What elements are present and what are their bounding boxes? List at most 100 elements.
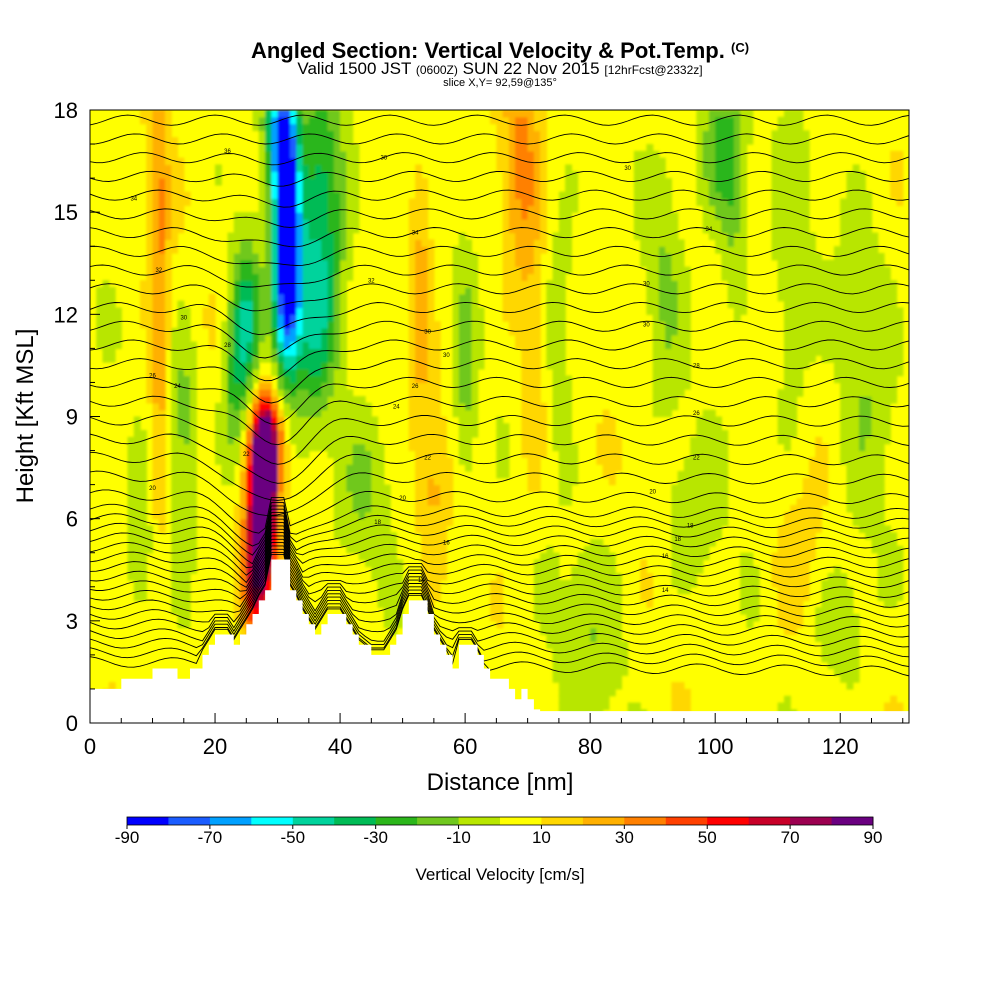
velocity-cell bbox=[171, 464, 197, 472]
velocity-cell bbox=[527, 116, 535, 125]
velocity-cell bbox=[190, 430, 197, 438]
velocity-cell bbox=[227, 266, 235, 275]
velocity-cell bbox=[740, 580, 760, 588]
velocity-cell bbox=[652, 389, 685, 397]
velocity-cell bbox=[333, 532, 397, 540]
velocity-cell bbox=[233, 328, 241, 336]
velocity-cell bbox=[277, 191, 297, 200]
velocity-cell bbox=[302, 171, 310, 179]
velocity-cell bbox=[452, 314, 460, 322]
velocity-cell bbox=[771, 232, 816, 240]
contour-label: 22 bbox=[424, 455, 431, 461]
velocity-cell bbox=[696, 150, 704, 159]
velocity-cell bbox=[465, 287, 472, 295]
velocity-cell bbox=[258, 123, 266, 131]
velocity-cell bbox=[258, 382, 272, 390]
velocity-cell bbox=[296, 321, 304, 329]
velocity-cell bbox=[277, 110, 291, 118]
velocity-cell bbox=[227, 430, 241, 438]
velocity-cell bbox=[246, 552, 254, 561]
velocity-cell bbox=[252, 110, 266, 118]
velocity-cell bbox=[777, 525, 823, 533]
velocity-cell bbox=[408, 219, 429, 227]
velocity-cell bbox=[233, 266, 241, 275]
velocity-cell bbox=[458, 389, 472, 397]
velocity-cell bbox=[233, 580, 241, 588]
colorbar-swatch bbox=[375, 817, 418, 825]
velocity-cell bbox=[890, 184, 904, 193]
velocity-cell bbox=[271, 205, 279, 213]
velocity-cell bbox=[240, 593, 247, 601]
velocity-cell bbox=[558, 491, 572, 499]
velocity-cell bbox=[227, 416, 241, 424]
velocity-cell bbox=[252, 498, 272, 506]
velocity-cell bbox=[715, 246, 748, 254]
velocity-cell bbox=[240, 600, 247, 608]
velocity-cell bbox=[733, 123, 741, 131]
velocity-cell bbox=[152, 137, 166, 145]
velocity-cell bbox=[552, 648, 629, 656]
velocity-cell bbox=[865, 436, 891, 445]
velocity-cell bbox=[540, 171, 547, 179]
velocity-cell bbox=[408, 443, 447, 452]
velocity-cell bbox=[358, 511, 366, 520]
velocity-cell bbox=[221, 348, 229, 356]
velocity-cell bbox=[471, 321, 485, 329]
velocity-cell bbox=[152, 498, 166, 506]
velocity-cell bbox=[327, 307, 335, 315]
velocity-cell bbox=[721, 191, 735, 200]
y-tick-label: 0 bbox=[66, 711, 78, 736]
y-axis-title: Height [Kft MSL] bbox=[12, 329, 39, 504]
velocity-cell bbox=[415, 511, 454, 520]
velocity-cell bbox=[265, 157, 272, 166]
velocity-cell bbox=[527, 144, 541, 152]
velocity-cell bbox=[840, 212, 873, 220]
velocity-cell bbox=[771, 164, 810, 172]
velocity-cell bbox=[702, 212, 716, 220]
velocity-cell bbox=[346, 171, 360, 179]
velocity-cell bbox=[771, 559, 810, 567]
velocity-cell bbox=[227, 348, 235, 356]
velocity-cell bbox=[590, 627, 598, 635]
velocity-cell bbox=[152, 430, 166, 438]
velocity-cell bbox=[302, 314, 329, 322]
velocity-cell bbox=[777, 423, 798, 431]
chart-subtitle: Valid 1500 JST (0600Z) SUN 22 Nov 2015 [… bbox=[0, 60, 1000, 79]
velocity-cell bbox=[333, 471, 347, 479]
velocity-cell bbox=[502, 266, 522, 275]
velocity-cell bbox=[427, 484, 441, 492]
contour-label: 32 bbox=[368, 278, 375, 284]
x-tick-label: 20 bbox=[203, 734, 227, 759]
contour-label: 34 bbox=[706, 227, 713, 233]
velocity-cell bbox=[671, 491, 729, 499]
velocity-cell bbox=[777, 545, 816, 554]
velocity-cell bbox=[740, 607, 760, 615]
velocity-cell bbox=[640, 580, 654, 588]
velocity-cell bbox=[834, 375, 898, 383]
velocity-cell bbox=[308, 368, 322, 377]
velocity-cell bbox=[340, 137, 354, 145]
velocity-cell bbox=[252, 389, 260, 397]
velocity-cell bbox=[558, 498, 572, 506]
velocity-cell bbox=[671, 525, 722, 533]
velocity-cell bbox=[415, 253, 429, 261]
velocity-cell bbox=[471, 389, 479, 397]
velocity-cell bbox=[458, 375, 472, 383]
velocity-cell bbox=[327, 205, 341, 213]
velocity-cell bbox=[227, 287, 235, 295]
velocity-cell bbox=[296, 314, 304, 322]
velocity-cell bbox=[452, 341, 460, 349]
velocity-cell bbox=[508, 184, 516, 193]
velocity-cell bbox=[408, 389, 441, 397]
velocity-cell bbox=[727, 287, 748, 295]
contour-label: 14 bbox=[418, 578, 425, 584]
velocity-cell bbox=[271, 491, 279, 499]
velocity-cell bbox=[515, 144, 529, 152]
velocity-cell bbox=[696, 416, 722, 424]
velocity-cell bbox=[665, 341, 673, 349]
velocity-cell bbox=[233, 368, 247, 377]
velocity-cell bbox=[308, 389, 322, 397]
velocity-cell bbox=[315, 110, 329, 118]
velocity-cell bbox=[258, 293, 272, 302]
